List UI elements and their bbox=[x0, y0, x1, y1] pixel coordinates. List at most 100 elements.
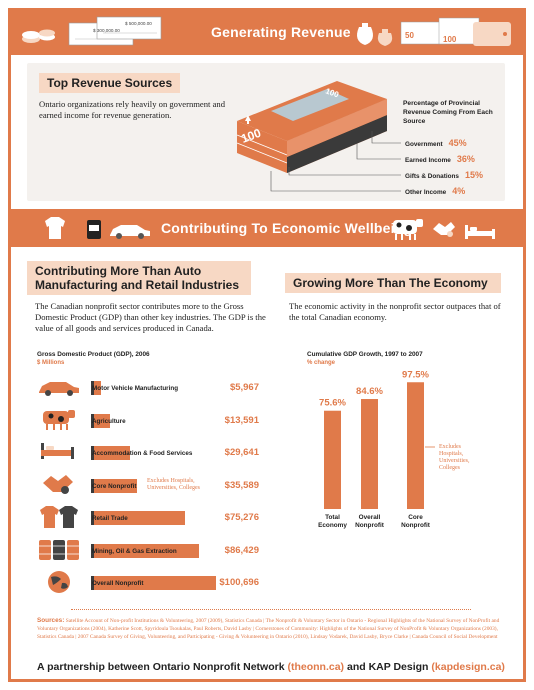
globe-icon bbox=[48, 571, 70, 593]
header-bill-small: 50 bbox=[405, 31, 414, 40]
growth-category-label: Nonprofit bbox=[401, 522, 431, 529]
auto-heading-line1: Contributing More Than Auto bbox=[35, 264, 202, 278]
gdp-value-label: $13,591 bbox=[224, 414, 259, 426]
gdp-chart-title: Gross Domestic Product (GDP), 2006 bbox=[37, 351, 150, 358]
gdp-bar-axis bbox=[91, 576, 94, 590]
growth-category-label: Economy bbox=[318, 522, 347, 529]
gdp-bar bbox=[94, 413, 111, 428]
auto-heading-line2: Manufacturing and Retail Industries bbox=[35, 278, 240, 292]
gdp-category-label: Core Nonprofit bbox=[92, 482, 137, 490]
revenue-legend-title: Percentage of Provincial Revenue Coming … bbox=[403, 100, 493, 125]
gdp-bar-axis bbox=[91, 446, 94, 460]
growing-heading: Growing More Than The Economy bbox=[285, 273, 501, 293]
revenue-pct: 36% bbox=[456, 154, 475, 164]
gdp-chart-note: Excludes Hospitals, Universities, Colleg… bbox=[147, 478, 200, 491]
growth-chart-note: Excludes Hospitals, Universities, Colleg… bbox=[439, 444, 470, 471]
partnership-line: A partnership between Ontario Nonprofit … bbox=[37, 661, 505, 673]
top-revenue-intro: Ontario organizations rely heavily on go… bbox=[39, 99, 225, 120]
gdp-bar-axis bbox=[91, 511, 94, 525]
revenue-leader-lines bbox=[270, 131, 401, 192]
bill-value-top: 100 bbox=[324, 86, 340, 99]
growth-value-label: 84.6% bbox=[356, 386, 383, 397]
revenue-label: Other Income bbox=[405, 189, 447, 196]
revenue-row-gifts-donations: Gifts & Donations 15% bbox=[405, 170, 483, 180]
gdp-category-label: Motor Vehicle Manufacturing bbox=[92, 385, 179, 392]
gdp-bar bbox=[94, 576, 216, 590]
cow-icon bbox=[393, 219, 423, 240]
gdp-bar bbox=[94, 511, 186, 525]
revenue-label: Earned Income bbox=[405, 157, 451, 164]
bill-stack-icon: 100 100 bbox=[236, 81, 388, 173]
growth-value-label: 75.6% bbox=[319, 398, 346, 409]
wellbeing-title: Contributing To Economic Wellbeing bbox=[161, 220, 413, 236]
header-bill-large: 100 bbox=[443, 35, 457, 44]
bill-value-side: 100 bbox=[239, 126, 263, 146]
gdp-bar bbox=[94, 478, 138, 493]
car-icon bbox=[39, 382, 79, 396]
revenue-pct: 45% bbox=[448, 138, 467, 148]
revenue-row-government: Government 45% bbox=[405, 138, 467, 148]
cow-icon bbox=[43, 410, 75, 430]
top-revenue-heading: Top Revenue Sources bbox=[39, 73, 181, 93]
gdp-bar-chart: Motor Vehicle Manufacturing $5,967 Agricul… bbox=[11, 11, 271, 611]
growing-body: The economic activity in the nonprofit s… bbox=[289, 301, 501, 322]
gdp-category-label: Mining, Oil & Gas Extraction bbox=[92, 547, 177, 555]
growth-value-label: 97.5% bbox=[402, 369, 429, 380]
coin-jar-icon bbox=[22, 29, 55, 43]
gdp-value-label: $100,696 bbox=[219, 577, 259, 588]
auto-body: The Canadian nonprofit sector contribute… bbox=[35, 301, 266, 333]
gdp-category-label: Overall Nonprofit bbox=[92, 580, 144, 587]
cheque-icon: $ 500,000.00 $ 300,000.00 bbox=[68, 16, 162, 46]
gdp-value-label: $86,429 bbox=[224, 544, 259, 556]
gdp-bar-axis bbox=[91, 413, 94, 428]
car-icon bbox=[110, 225, 150, 239]
partner-link-kap[interactable]: (kapdesign.ca) bbox=[431, 661, 505, 673]
maple-leaf-icon bbox=[245, 115, 251, 124]
growth-chart-unit: % change bbox=[307, 360, 336, 366]
growth-category-label: Core bbox=[408, 514, 423, 521]
bed-icon bbox=[41, 443, 74, 459]
growth-category-label: Total bbox=[325, 514, 340, 521]
gdp-category-label: Accommodation & Food Services bbox=[92, 450, 193, 457]
sources-label: Sources: bbox=[37, 617, 65, 624]
growth-category-label: Overall bbox=[359, 514, 381, 521]
auto-heading: Contributing More Than Auto Manufacturin… bbox=[27, 261, 251, 295]
handshake-icon bbox=[43, 475, 73, 494]
growth-bar bbox=[361, 399, 378, 509]
growth-bar-chart: 75.6% Total Economy 84.6% Overall Nonprofit 97… bbox=[11, 11, 523, 611]
growth-bar bbox=[324, 410, 341, 509]
gdp-chart-unit: $ Millions bbox=[37, 360, 65, 366]
cheque-amount-1: $ 500,000.00 bbox=[125, 21, 152, 26]
sources-block: Sources: Satellite Account of Non-profit… bbox=[37, 617, 507, 641]
gdp-bar bbox=[94, 543, 199, 558]
handshake-icon bbox=[433, 222, 455, 237]
gdp-bar bbox=[94, 381, 102, 395]
gdp-value-label: $29,641 bbox=[224, 447, 259, 458]
oil-barrel-icon bbox=[39, 540, 79, 560]
wallet-icon: 50 100 bbox=[400, 17, 511, 46]
revenue-label: Gifts & Donations bbox=[405, 173, 459, 180]
header-title: Generating Revenue bbox=[211, 24, 351, 40]
revenue-row-earned-income: Earned Income 36% bbox=[405, 154, 475, 164]
cheque-amount-2: $ 300,000.00 bbox=[93, 28, 120, 33]
gdp-value-label: $35,589 bbox=[224, 479, 259, 491]
revenue-pct: 15% bbox=[464, 170, 483, 180]
growth-chart-svg: 75.6%TotalEconomy84.6%OverallNonprofit97… bbox=[318, 369, 435, 529]
gdp-category-label: Agriculture bbox=[92, 417, 126, 425]
gdp-bar-axis bbox=[91, 543, 94, 558]
fuel-can-icon bbox=[87, 220, 101, 239]
partner-mid: and KAP Design bbox=[346, 661, 429, 673]
money-bag-icon bbox=[357, 23, 393, 46]
revenue-row-other-income: Other Income 4% bbox=[405, 186, 465, 196]
growth-category-label: Nonprofit bbox=[355, 522, 385, 529]
wellbeing-band: Contributing To Economic Wellbeing bbox=[11, 209, 523, 247]
header-band: $ 500,000.00 $ 300,000.00 Generating Rev… bbox=[11, 11, 523, 55]
tshirt-icon bbox=[45, 217, 65, 239]
growth-bar bbox=[407, 382, 424, 509]
revenue-label: Government bbox=[405, 141, 443, 148]
partner-link-onn[interactable]: (theonn.ca) bbox=[287, 661, 345, 673]
top-revenue-panel: Top Revenue Sources Ontario organization… bbox=[27, 63, 505, 201]
bed-icon bbox=[465, 225, 495, 239]
sources-text: Satellite Account of Non-profit Institut… bbox=[37, 618, 500, 640]
gdp-bar-axis bbox=[91, 478, 94, 493]
